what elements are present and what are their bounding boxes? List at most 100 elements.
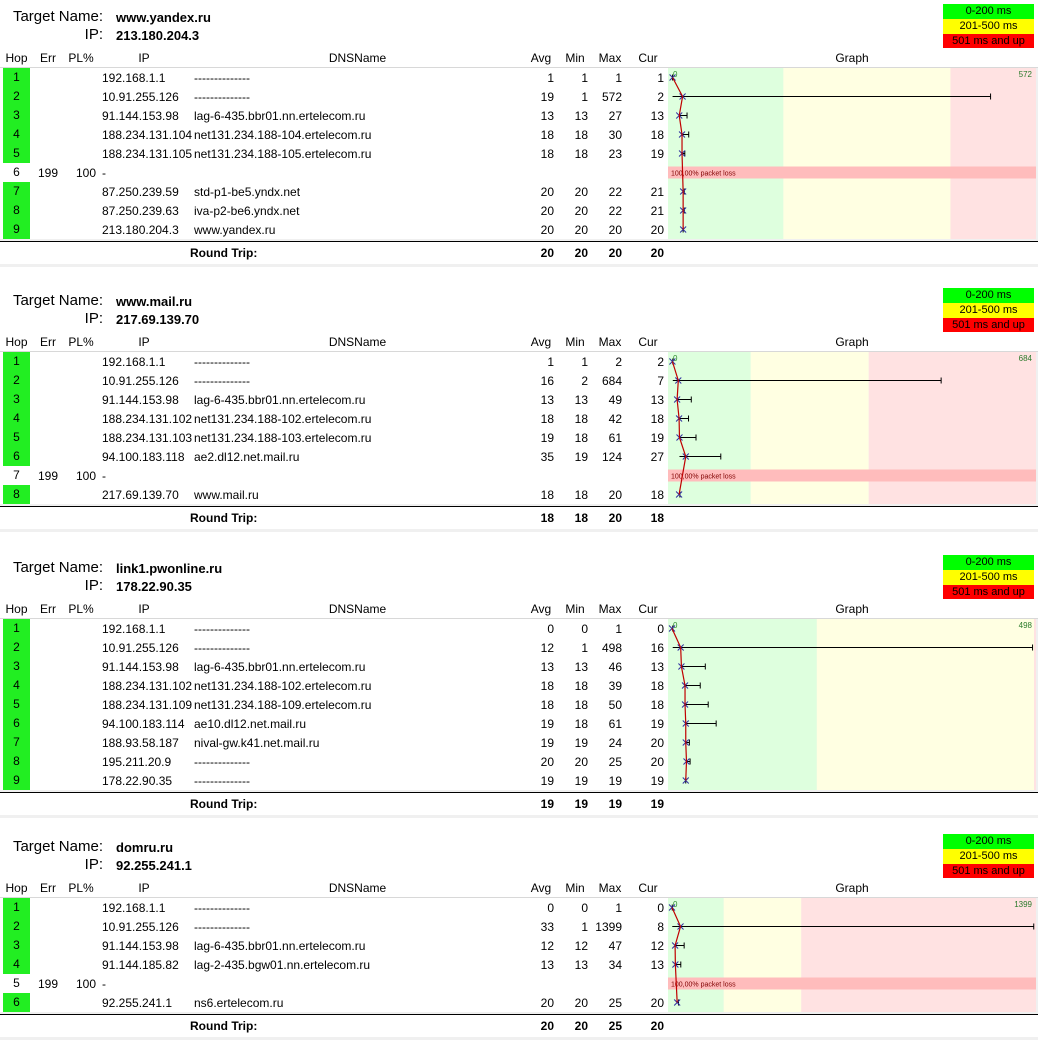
column-header-dns[interactable]: DNSName <box>328 51 387 65</box>
hop-avg: 0 <box>547 622 554 636</box>
hop-row[interactable]: 2 10.91.255.126 -------------- 16 2 684 7 <box>0 371 668 390</box>
column-header-avg[interactable]: Avg <box>530 881 552 895</box>
hop-row[interactable]: 3 91.144.153.98 lag-6-435.bbr01.nn.ertelec… <box>0 106 668 125</box>
column-header-dns[interactable]: DNSName <box>328 335 387 349</box>
column-header-cur[interactable]: Cur <box>638 51 658 65</box>
column-header-max[interactable]: Max <box>598 602 622 616</box>
hop-number: 6 <box>13 165 20 179</box>
hop-row[interactable]: 2 10.91.255.126 -------------- 19 1 572 2 <box>0 87 668 106</box>
column-header-cur[interactable]: Cur <box>638 881 658 895</box>
hop-row[interactable]: 5 188.234.131.105 net131.234.188-105.ertel… <box>0 144 668 163</box>
hop-row[interactable]: 9 178.22.90.35 -------------- 19 19 19 19 <box>0 771 668 790</box>
hop-max: 24 <box>608 736 622 750</box>
hop-ip: 188.93.58.187 <box>102 736 179 750</box>
column-header-avg[interactable]: Avg <box>530 335 552 349</box>
hop-max: 22 <box>608 204 622 218</box>
column-header-dns[interactable]: DNSName <box>328 881 387 895</box>
column-header-hop[interactable]: Hop <box>5 602 28 616</box>
column-header-ip[interactable]: IP <box>138 335 150 349</box>
column-header-err[interactable]: Err <box>40 881 56 895</box>
column-header-avg[interactable]: Avg <box>530 51 552 65</box>
hop-row[interactable]: 9 213.180.204.3 www.yandex.ru 20 20 20 20 <box>0 220 668 239</box>
column-header-ip[interactable]: IP <box>138 881 150 895</box>
column-header-err[interactable]: Err <box>40 335 56 349</box>
hop-dns: lag-6-435.bbr01.nn.ertelecom.ru <box>194 109 366 123</box>
hop-row[interactable]: 6 199 100- <box>0 163 668 182</box>
hop-row[interactable]: 4 188.234.131.102 net131.234.188-102.ertel… <box>0 676 668 695</box>
hop-row[interactable]: 5 199 100- <box>0 974 668 993</box>
target-ip-value: 217.69.139.70 <box>116 312 200 327</box>
column-header-avg[interactable]: Avg <box>530 602 552 616</box>
hop-number: 5 <box>3 695 30 714</box>
hop-number: 5 <box>13 976 20 990</box>
column-header-err[interactable]: Err <box>40 51 56 65</box>
hop-row[interactable]: 4 188.234.131.104 net131.234.188-104.ertel… <box>0 125 668 144</box>
column-header-max[interactable]: Max <box>598 335 622 349</box>
column-header-ip[interactable]: IP <box>138 51 150 65</box>
latency-avg-marker <box>669 74 676 81</box>
hop-cur: 18 <box>650 488 664 502</box>
hop-avg: 19 <box>540 717 554 731</box>
column-header-hop[interactable]: Hop <box>5 51 28 65</box>
column-header-graph[interactable]: Graph <box>835 335 869 349</box>
column-header-graph[interactable]: Graph <box>835 51 869 65</box>
hop-row[interactable]: 6 94.100.183.114 ae10.dl12.net.mail.ru 19 18… <box>0 714 668 733</box>
hop-row[interactable]: 7 199 100- <box>0 466 668 485</box>
hop-row[interactable]: 2 10.91.255.126 -------------- 33 1 1399 8 <box>0 917 668 936</box>
column-header-pl[interactable]: PL% <box>68 335 94 349</box>
column-header-pl[interactable]: PL% <box>68 602 94 616</box>
column-header-hop[interactable]: Hop <box>5 881 28 895</box>
column-header-err[interactable]: Err <box>40 602 56 616</box>
column-header-cur[interactable]: Cur <box>638 602 658 616</box>
hop-row[interactable]: 4 91.144.185.82 lag-2-435.bgw01.nn.ertelec… <box>0 955 668 974</box>
hop-row[interactable]: 1 192.168.1.1 -------------- 0 0 1 0 <box>0 898 668 917</box>
column-header-min[interactable]: Min <box>565 51 585 65</box>
hop-number: 1 <box>3 352 30 371</box>
hop-row[interactable]: 6 94.100.183.118 ae2.dl12.net.mail.ru 35 19 1… <box>0 447 668 466</box>
column-header-max[interactable]: Max <box>598 881 622 895</box>
column-header-max[interactable]: Max <box>598 51 622 65</box>
column-header-min[interactable]: Min <box>565 335 585 349</box>
hop-row[interactable]: 5 188.234.131.109 net131.234.188-109.ertel… <box>0 695 668 714</box>
packet-loss-bar <box>668 469 1036 482</box>
column-header-hop[interactable]: Hop <box>5 335 28 349</box>
hop-row[interactable]: 1 192.168.1.1 -------------- 0 0 1 0 <box>0 619 668 638</box>
round-trip-max: 20 <box>608 246 622 260</box>
hop-avg: 13 <box>540 393 554 407</box>
hop-dns: -------------- <box>194 641 250 655</box>
hop-cur: 18 <box>650 679 664 693</box>
round-trip-row: Round Trip: 18 18 20 18 <box>0 506 1038 529</box>
hop-row[interactable]: 5 188.234.131.103 net131.234.188-103.ertel… <box>0 428 668 447</box>
hop-row[interactable]: 3 91.144.153.98 lag-6-435.bbr01.nn.ertelec… <box>0 657 668 676</box>
hop-avg: 18 <box>540 488 554 502</box>
hop-number: 7 <box>3 182 30 201</box>
column-header-graph[interactable]: Graph <box>835 602 869 616</box>
column-header-ip[interactable]: IP <box>138 602 150 616</box>
hop-row[interactable]: 8 87.250.239.63 iva-p2-be6.yndx.net 20 20 22 2… <box>0 201 668 220</box>
hop-row[interactable]: 3 91.144.153.98 lag-6-435.bbr01.nn.ertelec… <box>0 390 668 409</box>
column-header-min[interactable]: Min <box>565 602 585 616</box>
column-header-pl[interactable]: PL% <box>68 51 94 65</box>
round-trip-max: 19 <box>608 797 622 811</box>
hop-row[interactable]: 7 87.250.239.59 std-p1-be5.yndx.net 20 20 22 2… <box>0 182 668 201</box>
column-header-cur[interactable]: Cur <box>638 335 658 349</box>
hop-row[interactable]: 4 188.234.131.102 net131.234.188-102.ertel… <box>0 409 668 428</box>
hop-row[interactable]: 1 192.168.1.1 -------------- 1 1 2 2 <box>0 352 668 371</box>
hop-row[interactable]: 8 217.69.139.70 www.mail.ru 18 18 20 18 <box>0 485 668 504</box>
hop-row[interactable]: 6 92.255.241.1 ns6.ertelecom.ru 20 20 25 20 <box>0 993 668 1012</box>
column-header-min[interactable]: Min <box>565 881 585 895</box>
hop-min: 18 <box>574 128 588 142</box>
hop-row[interactable]: 7 188.93.58.187 nival-gw.k41.net.mail.ru 19… <box>0 733 668 752</box>
hop-row[interactable]: 1 192.168.1.1 -------------- 1 1 1 1 <box>0 68 668 87</box>
hop-row[interactable]: 2 10.91.255.126 -------------- 12 1 498 16 <box>0 638 668 657</box>
hop-cur: 13 <box>650 393 664 407</box>
hop-avg: 12 <box>540 939 554 953</box>
hop-row[interactable]: 8 195.211.20.9 -------------- 20 20 25 20 <box>0 752 668 771</box>
hop-pl: 100 <box>75 166 96 180</box>
column-header-graph[interactable]: Graph <box>835 881 869 895</box>
column-header-dns[interactable]: DNSName <box>328 602 387 616</box>
column-header-pl[interactable]: PL% <box>68 881 94 895</box>
hop-row[interactable]: 3 91.144.153.98 lag-6-435.bbr01.nn.ertelec… <box>0 936 668 955</box>
latency-avg-line <box>672 77 684 230</box>
zone-red <box>801 898 1036 1012</box>
